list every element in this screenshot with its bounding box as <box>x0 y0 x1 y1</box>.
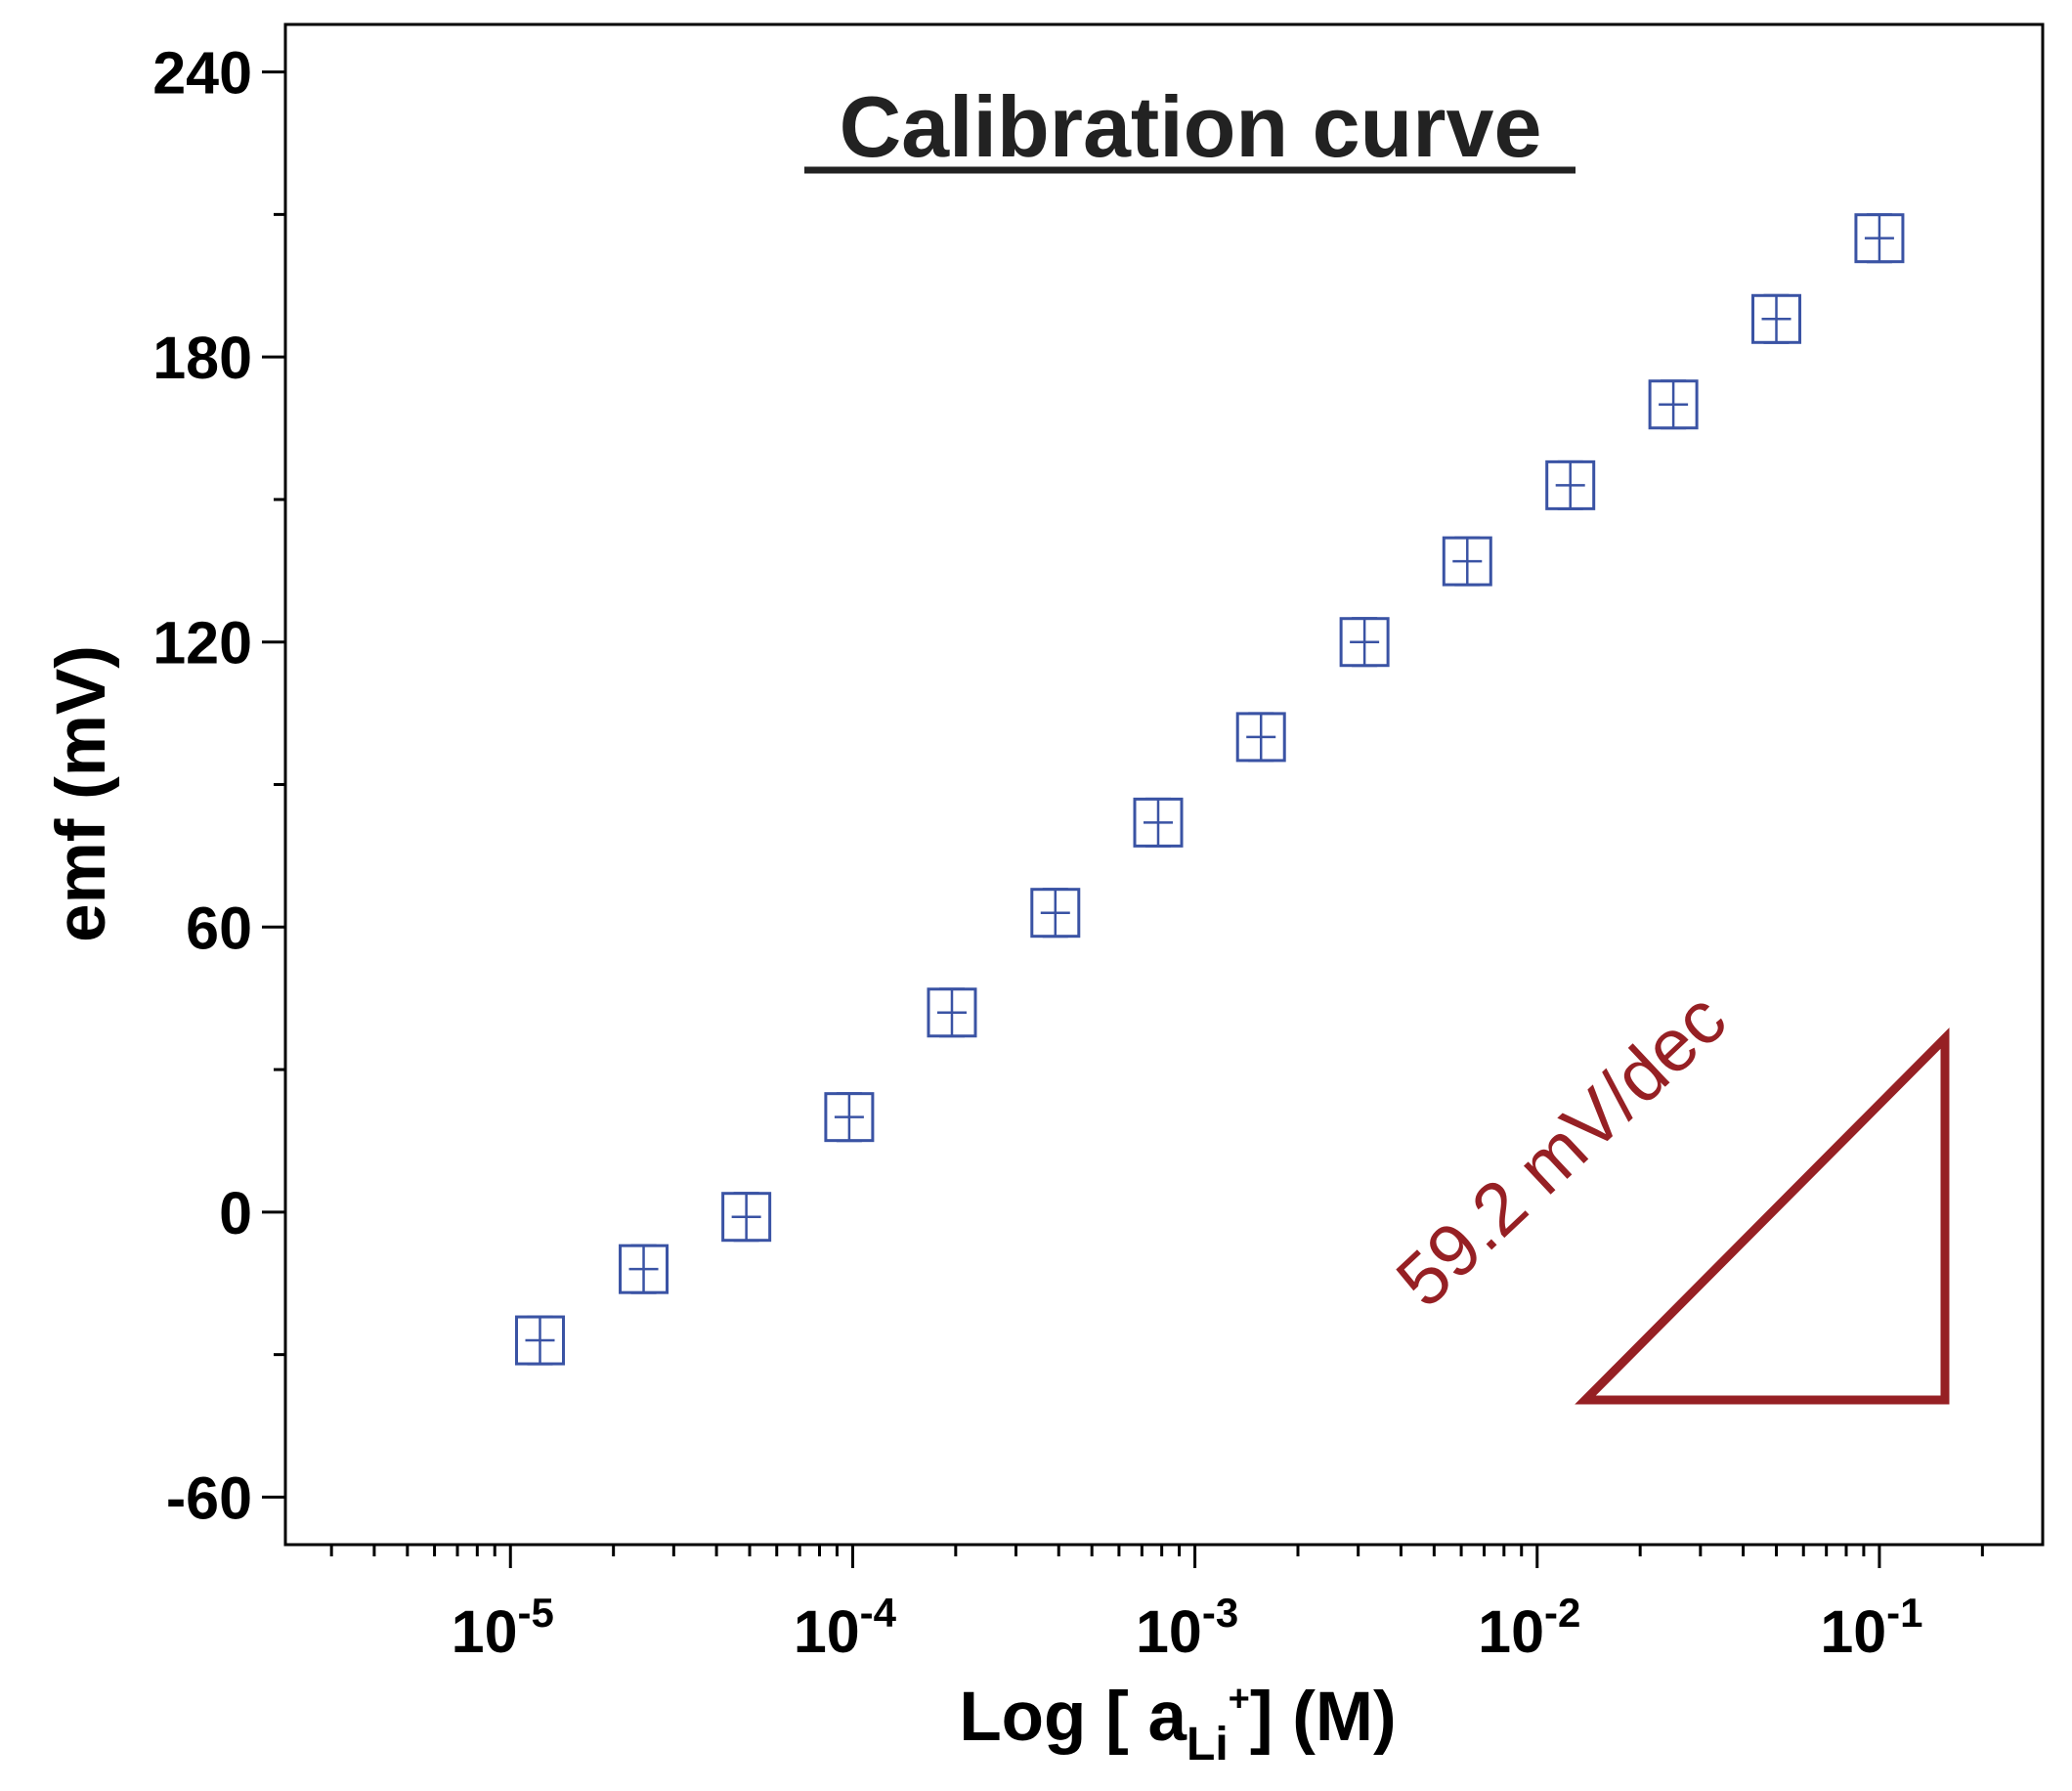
chart-title: Calibration curve <box>840 78 1542 175</box>
x-tick-label-base: 10 <box>1820 1598 1886 1665</box>
y-axis-title: emf (mV) <box>43 645 120 942</box>
data-point <box>1751 293 1802 344</box>
x-axis-title-prefix: Log [ a <box>959 1679 1187 1756</box>
x-tick-label-exponent: -4 <box>860 1590 897 1636</box>
y-tick-label: 0 <box>219 1180 252 1246</box>
y-tick-label: 240 <box>152 40 252 107</box>
data-series <box>515 213 1905 1366</box>
data-point <box>721 1192 772 1243</box>
data-point <box>515 1315 566 1366</box>
slope-triangle <box>1575 1027 1950 1405</box>
data-point <box>1545 459 1596 510</box>
slope-annotation-label: 59.2 mV/dec <box>1381 977 1742 1323</box>
data-point <box>824 1092 875 1143</box>
x-tick-label-base: 10 <box>452 1598 518 1665</box>
y-tick-label: 120 <box>152 610 252 677</box>
y-tick-label: -60 <box>166 1464 252 1531</box>
data-point <box>1133 797 1184 848</box>
x-tick-label-base: 10 <box>794 1598 860 1665</box>
x-tick-label-exponent: -3 <box>1202 1590 1238 1636</box>
data-point <box>1339 617 1390 668</box>
data-point <box>619 1244 669 1294</box>
x-axis-title-superscript: + <box>1229 1679 1250 1720</box>
x-tick-label-exponent: -1 <box>1886 1590 1922 1636</box>
data-point <box>927 987 977 1038</box>
x-tick-label: 10-5 <box>452 1590 554 1665</box>
y-axis-ticks: 240 180 120 60 0 -60 <box>152 40 285 1531</box>
x-axis-title: Log [ aLi+] (M) <box>959 1679 1396 1770</box>
data-point <box>1854 213 1905 264</box>
x-axis-ticks: 10-5 10-4 10-3 10-2 10-1 <box>329 1545 1984 1665</box>
data-point <box>1648 379 1699 430</box>
x-tick-label: 10-2 <box>1478 1590 1580 1665</box>
x-tick-label-exponent: -2 <box>1544 1590 1580 1636</box>
data-point <box>1030 888 1081 939</box>
y-tick-label: 180 <box>152 325 252 391</box>
x-axis-title-suffix: ] (M) <box>1250 1679 1397 1756</box>
x-tick-label-base: 10 <box>1478 1598 1544 1665</box>
x-tick-label: 10-3 <box>1136 1590 1238 1665</box>
data-point <box>1235 712 1286 763</box>
x-tick-label-exponent: -5 <box>518 1590 554 1636</box>
y-tick-label: 60 <box>186 895 252 961</box>
x-axis-title-subscript: Li <box>1187 1719 1229 1770</box>
data-point <box>1442 536 1492 587</box>
x-tick-label: 10-1 <box>1820 1590 1922 1665</box>
x-tick-label-base: 10 <box>1136 1598 1202 1665</box>
x-tick-label: 10-4 <box>794 1590 897 1665</box>
